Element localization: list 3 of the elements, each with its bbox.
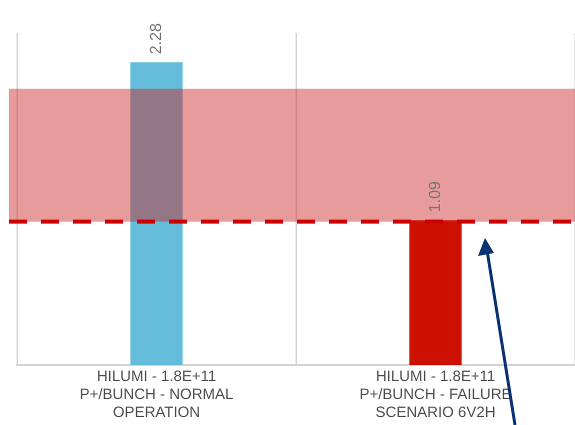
data-label: 1.09 <box>426 181 444 212</box>
data-label: 2.28 <box>148 22 165 54</box>
x-tick-label: HILUMI - 1.8E+11 P+/BUNCH - NORMAL OPERATION <box>80 368 234 422</box>
